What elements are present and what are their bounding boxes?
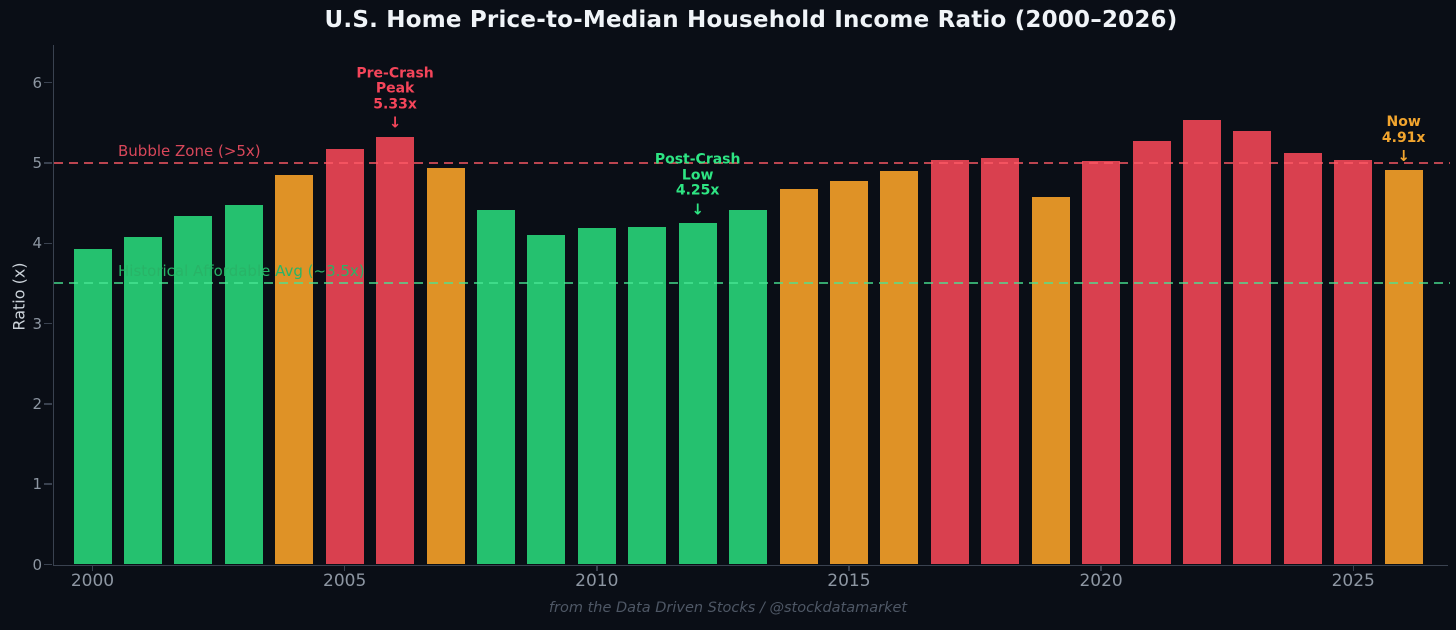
footer-credit: from the Data Driven Stocks / @stockdata…	[548, 600, 908, 616]
y-tick-3	[44, 322, 52, 325]
bar-2024	[1283, 152, 1322, 565]
y-tick-label-5: 5	[32, 154, 42, 172]
bar-2001	[123, 236, 162, 565]
x-tick-2015	[848, 565, 850, 571]
annotation-pre-crash-peak-line: Peak	[375, 80, 415, 97]
x-tick-label-2020: 2020	[1079, 571, 1123, 591]
y-axis-spine	[52, 45, 54, 565]
bar-2011	[628, 227, 667, 565]
bubble-zone-label: Bubble Zone (>5x)	[118, 142, 261, 160]
arrow-down-icon: ↓	[1397, 147, 1410, 166]
chart-title: U.S. Home Price-to-Median Household Inco…	[324, 7, 1178, 33]
arrow-down-icon: ↓	[691, 200, 704, 219]
x-tick-label-2005: 2005	[323, 571, 367, 591]
bar-2008	[476, 210, 515, 565]
y-tick-0	[44, 563, 52, 566]
x-tick-2025	[1352, 565, 1354, 571]
bar-2017	[930, 159, 969, 565]
annotation-now: Now 4.91x ↓	[1382, 115, 1426, 166]
x-tick-label-2000: 2000	[70, 571, 115, 591]
bar-2009	[527, 235, 566, 565]
bubble-zone-line	[54, 162, 1450, 164]
annotation-now-line: Now	[1386, 114, 1421, 131]
x-tick-2020	[1100, 565, 1102, 571]
y-tick-label-2: 2	[32, 394, 42, 413]
bar-2020	[1082, 160, 1121, 565]
annotation-post-crash-low: Post-Crash Low 4.25x ↓	[654, 151, 741, 220]
affordable-avg-line	[54, 282, 1450, 285]
y-tick-label-3: 3	[32, 314, 42, 333]
annotation-post-crash-low-line: Post-Crash	[654, 151, 741, 168]
y-tick-label-6: 6	[32, 73, 42, 92]
bar-2014	[779, 188, 818, 565]
bar-2007	[426, 167, 465, 565]
bar-2012	[678, 223, 717, 565]
x-tick-2010	[596, 565, 598, 571]
bar-2004	[275, 175, 314, 565]
x-tick-label-2015: 2015	[827, 571, 871, 591]
annotation-pre-crash-peak-line: 5.33x	[373, 96, 417, 112]
annotation-pre-crash-peak-line: Pre-Crash	[356, 65, 434, 81]
bar-2013	[729, 209, 768, 565]
bar-2015	[829, 181, 868, 565]
bar-2018	[981, 158, 1020, 565]
y-tick-label-0: 0	[32, 555, 42, 574]
bar-2016	[880, 171, 919, 565]
bar-2003	[224, 204, 263, 565]
y-tick-label-1: 1	[32, 475, 42, 494]
y-tick-label-4: 4	[32, 234, 42, 253]
annotation-post-crash-low-line: Low	[681, 167, 714, 184]
bar-2000	[73, 248, 112, 565]
affordable-avg-label: Historical Affordable Avg (~3.5x)	[118, 262, 365, 281]
bar-2005	[325, 149, 364, 565]
bar-2023	[1233, 130, 1272, 565]
x-axis-spine	[52, 564, 1448, 566]
y-tick-5	[44, 162, 52, 164]
arrow-down-icon: ↓	[388, 113, 402, 132]
bar-2010	[577, 228, 616, 565]
y-tick-1	[44, 483, 52, 485]
x-tick-label-2010: 2010	[575, 571, 619, 591]
bar-2021	[1132, 141, 1171, 565]
annotation-now-line: 4.91x	[1381, 129, 1426, 146]
bar-2019	[1031, 196, 1070, 565]
bar-2025	[1334, 159, 1373, 565]
y-tick-2	[44, 403, 52, 405]
annotation-post-crash-low-line: 4.25x	[675, 182, 720, 199]
bar-2026	[1384, 170, 1423, 565]
x-tick-label-2025: 2025	[1331, 571, 1375, 591]
y-tick-6	[44, 81, 52, 84]
x-tick-2005	[343, 565, 346, 571]
annotation-pre-crash-peak: Pre-Crash Peak 5.33x ↓	[356, 65, 434, 133]
y-tick-4	[44, 242, 52, 245]
bar-2006	[376, 136, 415, 565]
bar-2022	[1182, 120, 1221, 565]
bar-2002	[174, 215, 213, 565]
x-tick-2000	[91, 565, 94, 571]
